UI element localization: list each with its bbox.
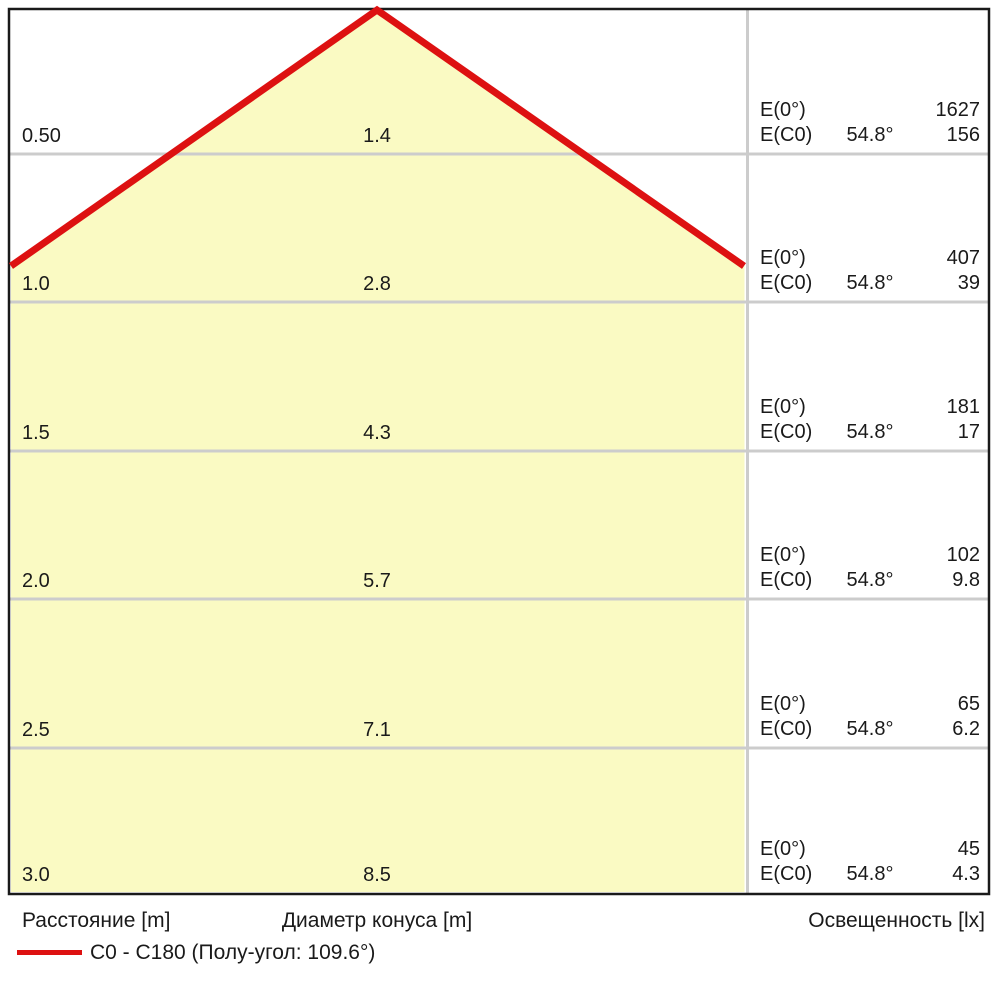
ec0-label: E(C0) [760,569,813,591]
e0-value: 45 [957,838,980,860]
axis-label-cone-diameter: Диаметр конуса [m] [281,909,473,932]
e0-label: E(0°) [760,838,806,860]
legend: C0 - C180 (Полу-угол: 109.6°) [17,941,375,965]
ec0-row: E(C0) 54.8° 4.3 [760,862,980,887]
ec0-row: E(C0) 54.8° 6.2 [760,717,980,742]
ec0-label: E(C0) [760,124,813,146]
e0-label: E(0°) [760,99,806,121]
e0-value: 181 [946,396,980,418]
distance-value: 2.5 [22,719,50,741]
table-border [7,7,991,896]
e0-value: 65 [957,693,980,715]
ec0-value: 17 [957,421,980,443]
ec0-row: E(C0) 54.8° 156 [760,123,980,148]
axis-label-illuminance: Освещенность [lx] [808,909,985,932]
ec0-label: E(C0) [760,863,813,885]
illuminance-block: E(0°) 407 E(C0) 54.8° 39 [760,246,980,296]
axis-label-distance: Расстояние [m] [22,909,171,932]
illuminance-block: E(0°) 45 E(C0) 54.8° 4.3 [760,837,980,887]
illuminance-block: E(0°) 1627 E(C0) 54.8° 156 [760,98,980,148]
half-angle-value: 54.8° [846,569,894,591]
illuminance-block: E(0°) 65 E(C0) 54.8° 6.2 [760,692,980,742]
distance-value: 3.0 [22,864,50,886]
cone-diameter-value: 2.8 [363,273,391,295]
distance-value: 1.5 [22,422,50,444]
cone-diameter-value: 4.3 [363,422,391,444]
e0-label: E(0°) [760,247,806,269]
e0-row: E(0°) 1627 [760,98,980,123]
ec0-value: 156 [946,124,980,146]
ec0-row: E(C0) 54.8° 9.8 [760,568,980,593]
e0-label: E(0°) [760,693,806,715]
e0-value: 102 [946,544,980,566]
ec0-label: E(C0) [760,421,813,443]
half-angle-value: 54.8° [846,124,894,146]
cone-diameter-value: 1.4 [363,125,391,147]
ec0-value: 4.3 [952,863,980,885]
e0-value: 407 [946,247,980,269]
ec0-row: E(C0) 54.8° 39 [760,271,980,296]
half-angle-value: 54.8° [846,863,894,885]
ec0-value: 39 [957,272,980,294]
distance-value: 2.0 [22,570,50,592]
legend-label: C0 - C180 (Полу-угол: 109.6°) [90,941,376,964]
illuminance-block: E(0°) 102 E(C0) 54.8° 9.8 [760,543,980,593]
illuminance-block: E(0°) 181 E(C0) 54.8° 17 [760,395,980,445]
legend-red-line-icon [17,950,82,955]
cone-diameter-value: 8.5 [363,864,391,886]
ec0-value: 6.2 [952,718,980,740]
distance-value: 1.0 [22,273,50,295]
e0-row: E(0°) 407 [760,246,980,271]
grid-lines [10,10,988,893]
ec0-label: E(C0) [760,272,813,294]
e0-label: E(0°) [760,544,806,566]
ec0-label: E(C0) [760,718,813,740]
e0-row: E(0°) 45 [760,837,980,862]
e0-row: E(0°) 181 [760,395,980,420]
e0-label: E(0°) [760,396,806,418]
e0-row: E(0°) 65 [760,692,980,717]
ec0-value: 9.8 [952,569,980,591]
e0-value: 1627 [935,99,981,121]
half-angle-value: 54.8° [846,421,894,443]
half-angle-value: 54.8° [846,718,894,740]
half-angle-value: 54.8° [846,272,894,294]
e0-row: E(0°) 102 [760,543,980,568]
ec0-row: E(C0) 54.8° 17 [760,420,980,445]
cone-diameter-value: 7.1 [363,719,391,741]
distance-value: 0.50 [22,125,61,147]
beam-angle-lines [8,5,747,269]
cone-diameter-value: 5.7 [363,570,391,592]
